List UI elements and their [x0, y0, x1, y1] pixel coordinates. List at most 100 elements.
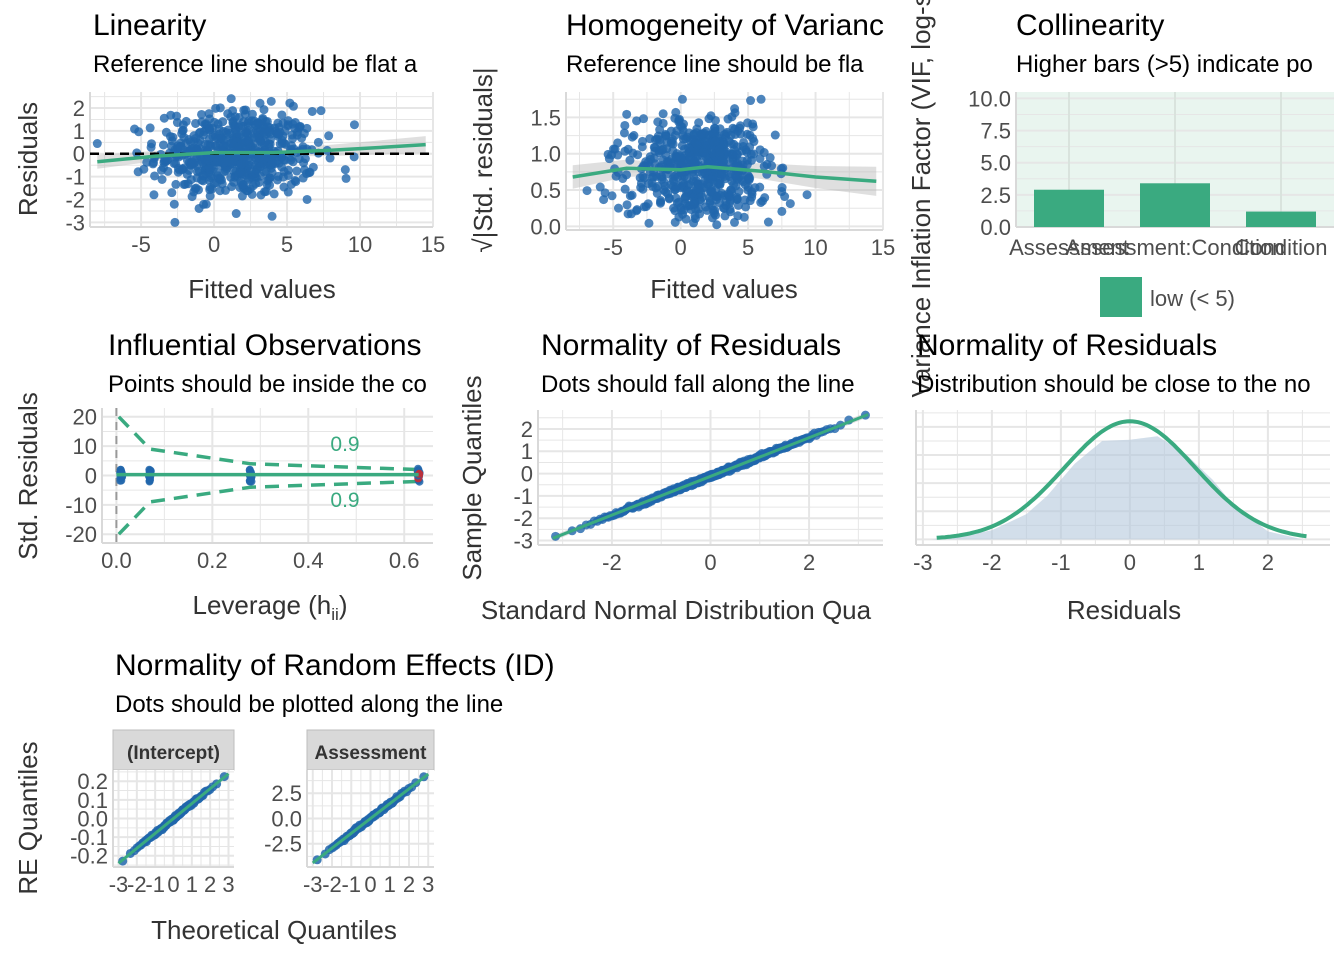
data-point: [742, 129, 752, 139]
data-point: [193, 185, 203, 195]
data-point: [177, 126, 187, 136]
data-point: [699, 148, 709, 158]
y-tick-label: 2: [73, 96, 85, 121]
y-tick-label: -3: [513, 528, 533, 553]
data-point: [274, 129, 284, 139]
data-point: [288, 157, 298, 167]
data-point: [139, 164, 149, 174]
data-point: [629, 131, 639, 141]
data-point: [620, 184, 630, 194]
x-tick-label: 0.6: [389, 548, 420, 573]
data-point: [219, 141, 229, 151]
data-point: [255, 136, 265, 146]
cook-distance-upper: [117, 415, 419, 472]
data-point: [676, 153, 686, 163]
data-point: [169, 199, 179, 209]
panel-subtitle: Dots should fall along the line: [541, 371, 855, 398]
data-point: [760, 193, 770, 203]
data-point: [683, 143, 693, 153]
x-tick-label: -3: [303, 872, 323, 897]
data-point: [701, 137, 711, 147]
data-point: [656, 195, 666, 205]
data-point: [175, 142, 185, 152]
legend-label: low (< 5): [1150, 286, 1235, 311]
reference-line: [552, 413, 869, 540]
facet-1: (Intercept) -3-2-1 0 1 2 3 -0.2-0.10.00.10.2: [70, 729, 235, 897]
data-point: [637, 136, 647, 146]
data-point: [231, 209, 241, 219]
y-tick-label: -1: [513, 484, 533, 509]
data-point: [696, 129, 706, 139]
x-tick-label: 5: [742, 235, 754, 260]
data-point: [636, 183, 646, 193]
data-point: [622, 109, 632, 119]
data-point: [191, 133, 201, 143]
observed-density-area: [929, 436, 1310, 540]
data-point: [157, 174, 167, 184]
data-point: [653, 131, 663, 141]
data-point: [746, 96, 756, 106]
y-axis-label: Std. Residuals: [13, 392, 43, 560]
data-point: [679, 205, 689, 215]
data-point: [247, 189, 257, 199]
data-point: [731, 171, 741, 181]
data-point: [777, 206, 787, 216]
y-tick-label: -0.1: [70, 825, 108, 850]
x-tick-label: -5: [603, 235, 623, 260]
y-tick-label: -0.2: [70, 844, 108, 869]
data-point: [730, 104, 740, 114]
data-point: [325, 153, 335, 163]
data-point: [145, 123, 155, 133]
data-point: [746, 149, 756, 159]
random-effects-panel: Normality of Random Effects (ID) Dots sho…: [13, 649, 555, 945]
x-tick-label: 0: [208, 232, 220, 257]
data-point: [780, 192, 790, 202]
panel-subtitle: Distribution should be close to the no: [917, 371, 1311, 398]
data-point: [244, 116, 254, 126]
data-point: [710, 136, 720, 146]
x-tick-label: 10: [348, 232, 372, 257]
data-point: [633, 150, 643, 160]
panel-subtitle: Higher bars (>5) indicate po: [1016, 51, 1313, 78]
data-point: [691, 176, 701, 186]
x-tick-label: 0.0: [101, 548, 132, 573]
data-point: [690, 156, 700, 166]
data-point: [238, 180, 248, 190]
x-axis-label: Leverage (hii): [193, 590, 348, 624]
data-point: [717, 155, 727, 165]
y-tick-label: -1: [65, 165, 85, 190]
x-tick-label: 0.4: [293, 548, 324, 573]
data-point: [712, 220, 722, 230]
x-tick-label: -2: [322, 872, 342, 897]
y-tick-label: -20: [65, 522, 97, 547]
y-tick-label: 0.5: [530, 178, 561, 203]
data-point: [219, 158, 229, 168]
data-point: [272, 175, 282, 185]
data-point: [197, 109, 207, 119]
x-tick-label: 15: [421, 232, 445, 257]
data-point: [209, 178, 219, 188]
y-tick-label: 0.0: [271, 806, 302, 831]
data-point: [755, 154, 765, 164]
x-tick-label: -3: [913, 550, 933, 575]
data-point: [340, 165, 350, 175]
panel-title: Homogeneity of Varianc: [566, 9, 884, 42]
data-point: [714, 144, 724, 154]
y-tick-label: 0.0: [530, 214, 561, 239]
x-tick-label: 0: [167, 872, 179, 897]
x-tick-label: -2: [602, 550, 622, 575]
data-point: [693, 183, 703, 193]
cook-distance-lower: [117, 479, 419, 536]
facet-strip-label: (Intercept): [127, 743, 220, 764]
data-point: [254, 153, 264, 163]
data-point: [313, 137, 323, 147]
data-point: [239, 105, 249, 115]
data-point: [158, 140, 168, 150]
data-point: [187, 192, 197, 202]
y-tick-label: 7.5: [980, 118, 1011, 143]
data-point: [150, 171, 160, 181]
data-point: [194, 203, 204, 213]
data-point: [582, 186, 592, 196]
data-point: [181, 116, 191, 126]
x-tick-label: Assessment:Condition: [1066, 235, 1285, 260]
